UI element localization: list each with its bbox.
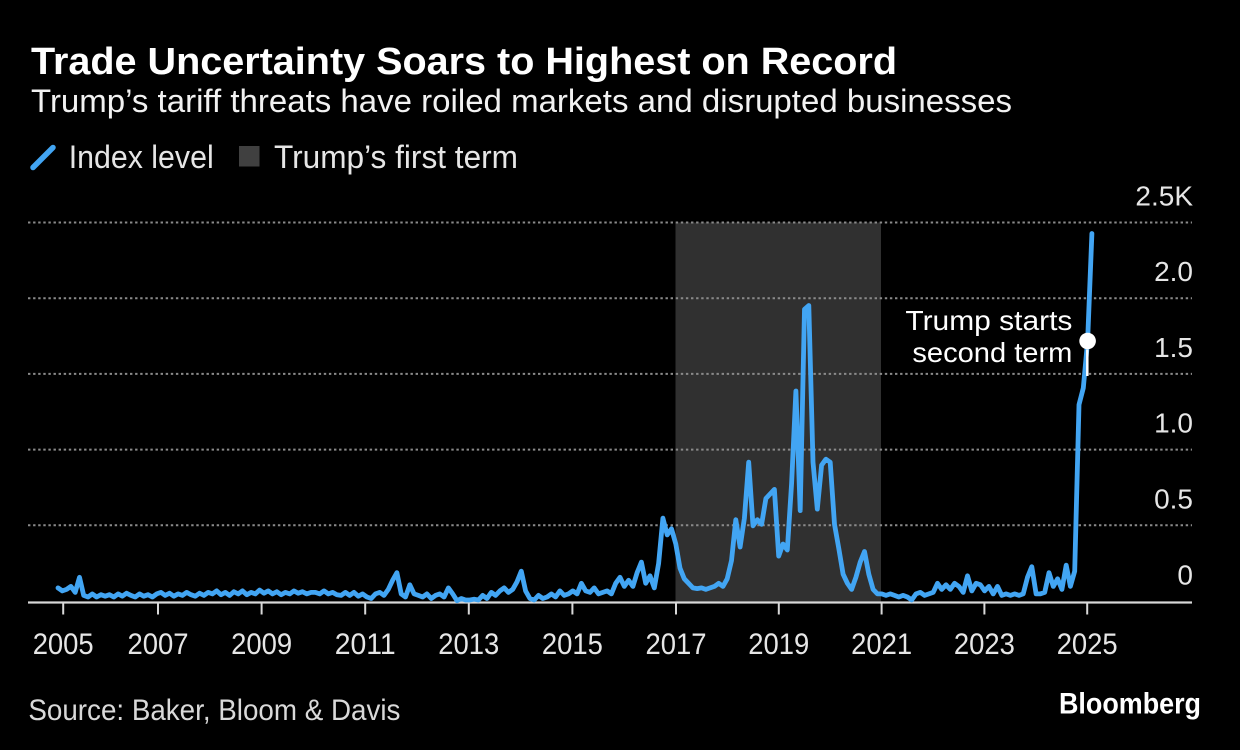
svg-text:2005: 2005 [33, 628, 94, 661]
svg-text:2011: 2011 [335, 628, 396, 661]
svg-text:Trump’s first term: Trump’s first term [274, 139, 518, 175]
svg-text:Index level: Index level [69, 139, 214, 175]
svg-text:2023: 2023 [954, 628, 1015, 661]
svg-text:2025: 2025 [1057, 628, 1118, 661]
svg-text:second term: second term [912, 337, 1072, 368]
svg-text:2007: 2007 [128, 628, 189, 661]
svg-text:Bloomberg: Bloomberg [1059, 688, 1201, 721]
svg-text:Trump starts: Trump starts [905, 305, 1072, 336]
svg-text:2017: 2017 [646, 628, 707, 661]
svg-text:1.5: 1.5 [1154, 332, 1193, 363]
svg-text:2015: 2015 [542, 628, 603, 661]
svg-text:2.5K: 2.5K [1135, 181, 1193, 212]
svg-text:Trade Uncertainty Soars to Hig: Trade Uncertainty Soars to Highest on Re… [31, 41, 897, 83]
svg-text:2021: 2021 [851, 628, 912, 661]
svg-text:2009: 2009 [231, 628, 292, 661]
svg-text:2.0: 2.0 [1154, 256, 1193, 287]
svg-text:Source: Baker, Bloom & Davis: Source: Baker, Bloom & Davis [28, 694, 400, 727]
svg-text:1.0: 1.0 [1154, 408, 1193, 439]
svg-text:2013: 2013 [438, 628, 499, 661]
svg-text:0.5: 0.5 [1154, 483, 1193, 514]
svg-text:0: 0 [1177, 560, 1193, 591]
svg-text:Trump’s tariff threats have ro: Trump’s tariff threats have roiled marke… [31, 83, 1012, 119]
svg-text:2019: 2019 [748, 628, 809, 661]
